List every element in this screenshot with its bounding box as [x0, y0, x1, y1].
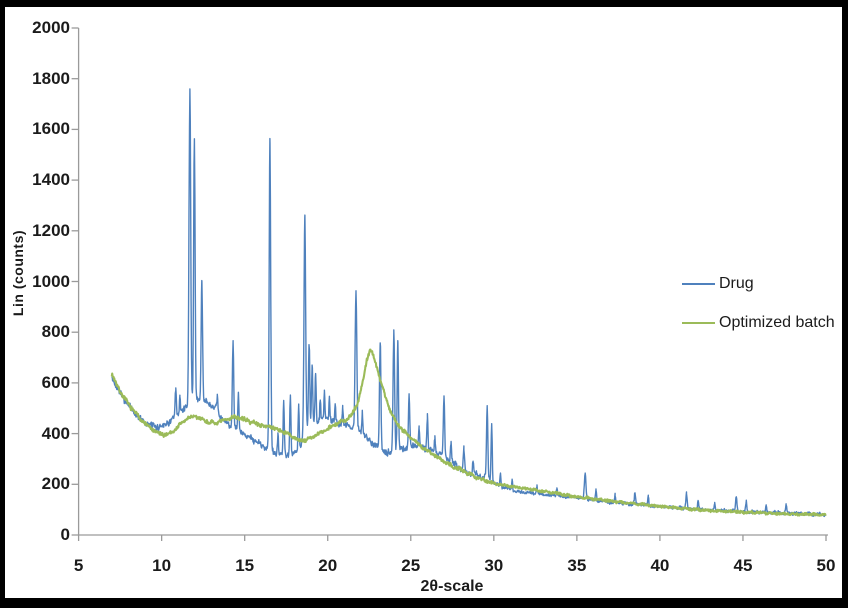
legend-item-drug: Drug — [682, 274, 835, 293]
x-tick-label: 30 — [484, 556, 504, 575]
y-tick-label: 1000 — [32, 271, 70, 291]
x-axis-title: 2θ-scale — [420, 578, 484, 595]
optimized-batch-series-line — [110, 348, 827, 517]
x-tick-label: 25 — [401, 556, 421, 575]
optimized-batch-line-swatch-icon — [682, 321, 715, 324]
y-tick-label: 400 — [41, 423, 70, 443]
x-tick-label: 45 — [733, 556, 753, 575]
x-tick-label: 50 — [816, 556, 836, 575]
y-tick-label: 800 — [41, 322, 70, 342]
x-tick-label: 15 — [235, 556, 255, 575]
drug-line-swatch-icon — [682, 282, 715, 285]
y-tick-label: 1200 — [32, 220, 70, 240]
y-tick-label: 1800 — [32, 68, 70, 88]
x-tick-label: 5 — [73, 556, 84, 575]
chart-background — [5, 7, 842, 598]
x-tick-label: 10 — [152, 556, 172, 575]
legend: Drug Optimized batch — [682, 274, 835, 352]
y-tick-label: 2000 — [32, 18, 70, 37]
x-tick-label: 40 — [650, 556, 670, 575]
y-axis-title: Lin (counts) — [10, 229, 26, 317]
y-tick-label: 1600 — [32, 119, 70, 139]
y-tick-label: 600 — [41, 372, 70, 392]
y-tick-label: 1400 — [32, 170, 70, 190]
legend-label-optimized-batch: Optimized batch — [719, 313, 835, 331]
legend-label-drug: Drug — [719, 274, 754, 292]
x-tick-label: 20 — [318, 556, 338, 575]
y-tick-label: 0 — [60, 525, 70, 544]
y-tick-label: 200 — [41, 474, 70, 494]
x-tick-label: 35 — [567, 556, 587, 575]
legend-item-optimized-batch: Optimized batch — [682, 313, 835, 332]
